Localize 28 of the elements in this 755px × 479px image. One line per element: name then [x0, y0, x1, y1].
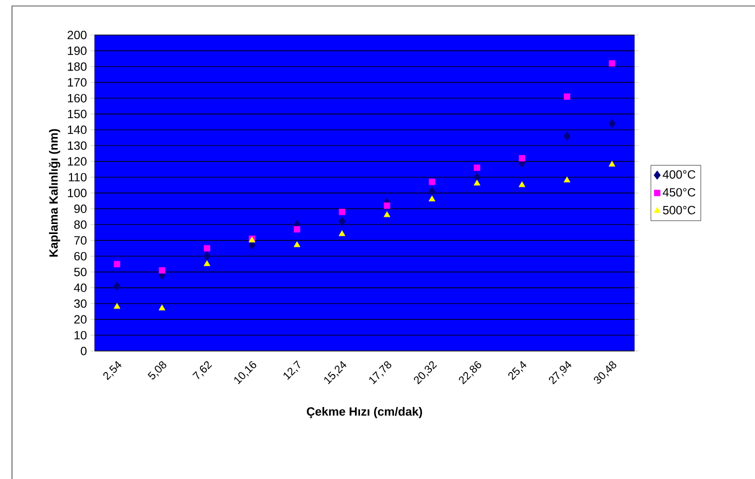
legend-label: 500°C [662, 206, 696, 214]
y-tick-label: 40 [74, 284, 87, 292]
x-tick-label: 7,62 [192, 361, 212, 380]
y-tick-label: 200 [68, 30, 87, 40]
y-tick-label: 170 [68, 78, 87, 87]
y-tick-label: 20 [74, 315, 87, 324]
y-tick-label: 10 [74, 330, 87, 340]
y-tick-label: 190 [68, 46, 87, 56]
legend-label: 400°C [662, 170, 696, 179]
y-tick-label: 150 [68, 110, 87, 118]
y-tick-label: 0 [80, 346, 87, 356]
y-tick-label: 70 [74, 236, 87, 245]
y-tick-label: 50 [74, 268, 87, 276]
y-tick-label: 90 [74, 204, 87, 214]
x-tick-label: 5,08 [148, 361, 166, 380]
y-tick-label: 80 [74, 220, 87, 229]
x-axis-title: Çekme Hızı (cm/dak) [306, 406, 422, 418]
legend-label: 450°C [662, 188, 696, 197]
y-tick-label: 160 [68, 94, 87, 102]
y-axis-title: Kaplama Kalınlığı (nm) [48, 129, 60, 257]
y-tick-label: 140 [68, 126, 87, 134]
y-tick-label: 100 [68, 188, 87, 198]
y-tick-label: 60 [74, 252, 87, 260]
y-tick-label: 30 [74, 299, 87, 308]
y-tick-label: 120 [68, 157, 87, 166]
y-tick-label: 180 [68, 62, 87, 71]
y-tick-label: 130 [68, 141, 87, 150]
y-tick-label: 110 [68, 172, 87, 182]
